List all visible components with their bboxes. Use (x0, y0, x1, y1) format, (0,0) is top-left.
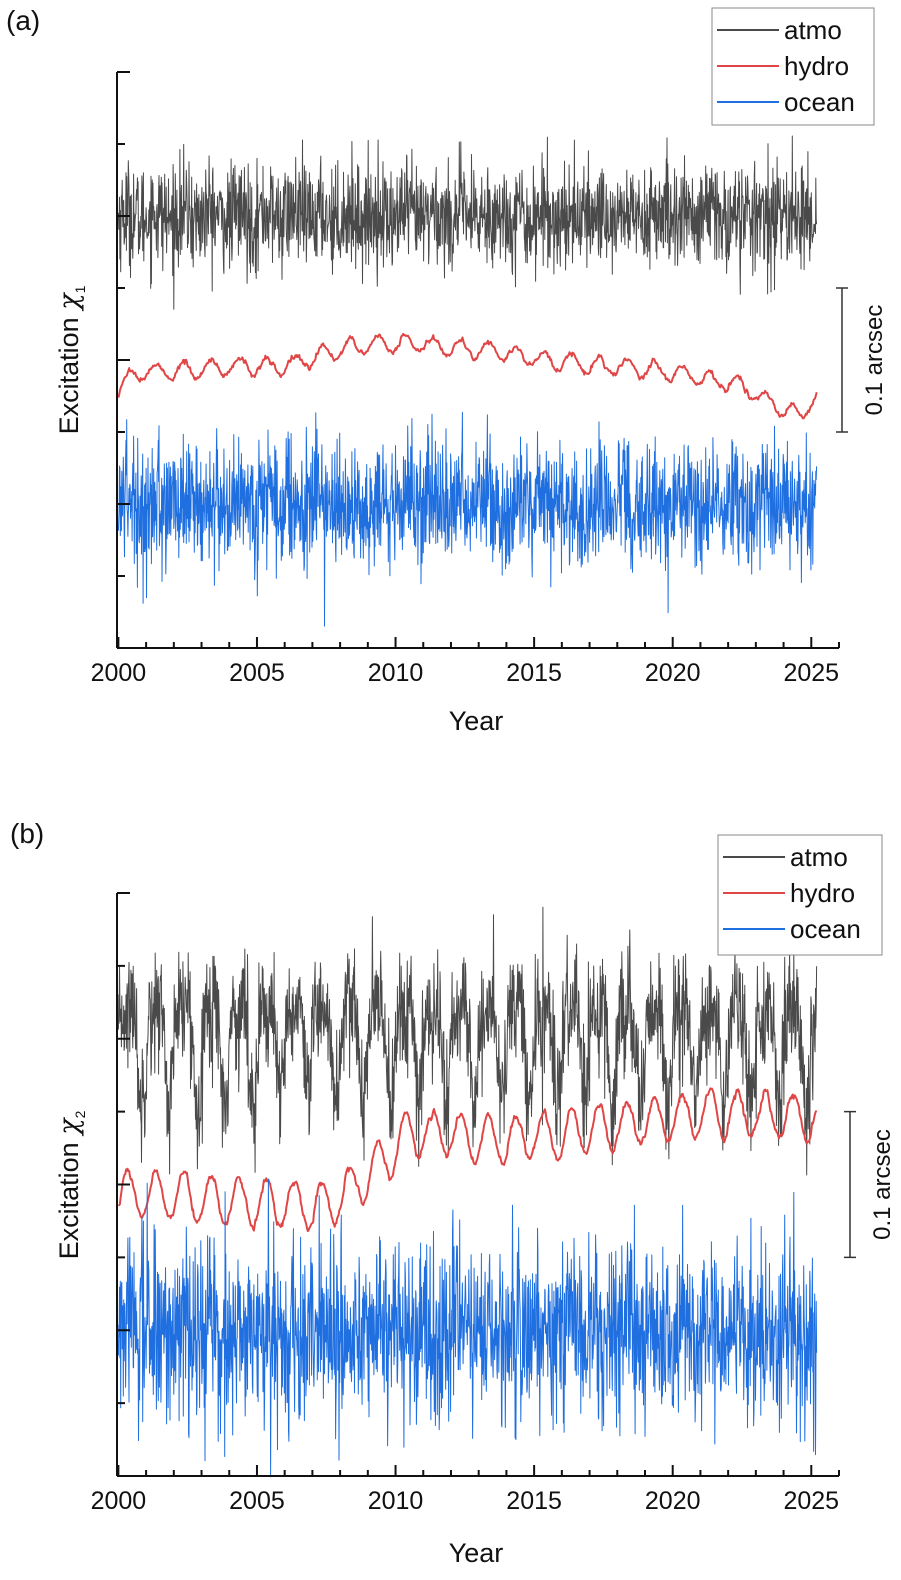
plot-series-group (117, 135, 818, 627)
x-axis-title: Year (449, 706, 504, 736)
x-axis-title: Year (449, 1538, 504, 1568)
scale-bar: 0.1 arcsec (836, 287, 888, 433)
y-axis-title-symbol: χ (54, 292, 85, 312)
x-tick-label: 2000 (91, 1487, 147, 1515)
x-tick-label: 2020 (645, 1487, 701, 1515)
y-axis-title-symbol: χ (54, 1117, 85, 1137)
panel-label: (b) (10, 818, 44, 849)
panel-b: (b) 2000 2005 2010 2015 2020 2025 Year Excita… (10, 818, 896, 1568)
scale-bar-label: 0.1 arcsec (869, 1129, 896, 1240)
x-tick-label: 2025 (783, 659, 839, 687)
y-axis-title-text: Excitation (54, 317, 84, 434)
legend: atmo hydro ocean (717, 834, 883, 956)
legend-label-ocean: ocean (784, 87, 855, 117)
x-tick-label: 2025 (783, 1487, 839, 1515)
legend-label-ocean: ocean (790, 914, 861, 944)
x-tick-label: 2015 (506, 659, 562, 687)
x-tick-label: 2005 (229, 659, 285, 687)
legend: atmo hydro ocean (711, 7, 875, 126)
series-line-ocean (117, 1178, 818, 1478)
series-line-ocean (117, 411, 818, 627)
axes: 2000 2005 2010 2015 2020 2025 (91, 71, 840, 687)
series-line-hydro (118, 1087, 818, 1233)
plot-series-group (117, 906, 818, 1478)
legend-box (711, 7, 875, 126)
y-axis-title: Excitation χ1 (54, 285, 88, 434)
panel-label: (a) (6, 5, 40, 36)
y-axis-title: Excitation χ2 (54, 1110, 88, 1259)
x-tick-label: 2005 (229, 1487, 285, 1515)
legend-box (717, 834, 883, 956)
scale-bar: 0.1 arcsec (844, 1110, 896, 1259)
series-line-atmo (117, 135, 818, 310)
series-line-atmo (117, 906, 818, 1176)
legend-label-hydro: hydro (784, 51, 849, 81)
x-tick-label: 2000 (91, 659, 147, 687)
x-tick-label: 2010 (368, 659, 424, 687)
scale-bar-label: 0.1 arcsec (861, 305, 888, 416)
x-tick-label: 2020 (645, 659, 701, 687)
axes: 2000 2005 2010 2015 2020 2025 (91, 892, 840, 1515)
y-axis-title-text: Excitation (54, 1142, 84, 1259)
y-axis-title-subscript: 2 (72, 1110, 88, 1118)
x-tick-label: 2015 (506, 1487, 562, 1515)
legend-label-atmo: atmo (790, 842, 848, 872)
legend-label-atmo: atmo (784, 15, 842, 45)
series-line-hydro (117, 332, 818, 420)
x-tick-label: 2010 (368, 1487, 424, 1515)
legend-label-hydro: hydro (790, 878, 855, 908)
y-axis-title-subscript: 1 (72, 285, 88, 293)
panel-a: (a) 2000 2005 2010 2015 2020 2025 Year Excita… (6, 5, 888, 736)
